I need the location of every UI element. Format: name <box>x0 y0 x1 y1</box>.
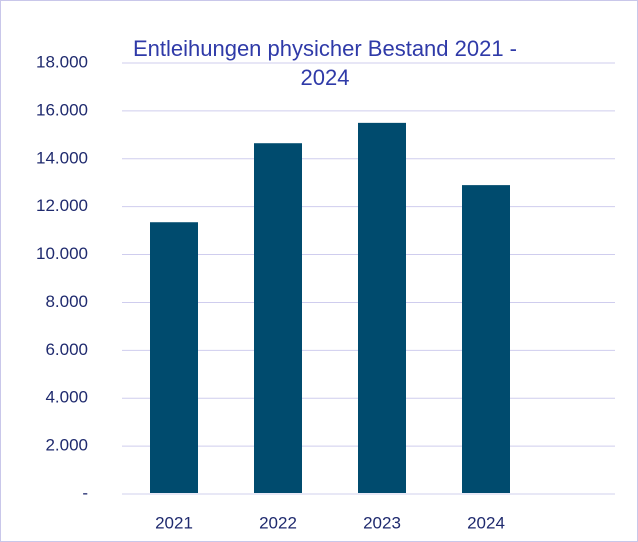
chart-title: Entleihungen physicher Bestand 2021 - 20… <box>132 36 518 90</box>
bar <box>150 222 198 494</box>
bar <box>358 122 406 494</box>
y-tick-label: 2.000 <box>45 436 88 455</box>
x-tick-label: 2021 <box>155 513 193 532</box>
y-tick-label: - <box>82 483 88 502</box>
y-tick-label: 6.000 <box>45 340 88 359</box>
bar <box>254 143 302 495</box>
y-tick-label: 10.000 <box>36 244 88 263</box>
y-tick-label: 14.000 <box>36 148 88 167</box>
x-tick-label: 2024 <box>467 513 505 532</box>
y-tick-label: 18.000 <box>36 52 88 71</box>
x-tick-label: 2022 <box>259 513 297 532</box>
y-tick-label: 16.000 <box>36 100 88 119</box>
y-tick-label: 12.000 <box>36 196 88 215</box>
bar <box>462 185 510 494</box>
y-tick-label: 4.000 <box>45 388 88 407</box>
y-tick-label: 8.000 <box>45 292 88 311</box>
x-tick-label: 2023 <box>363 513 401 532</box>
